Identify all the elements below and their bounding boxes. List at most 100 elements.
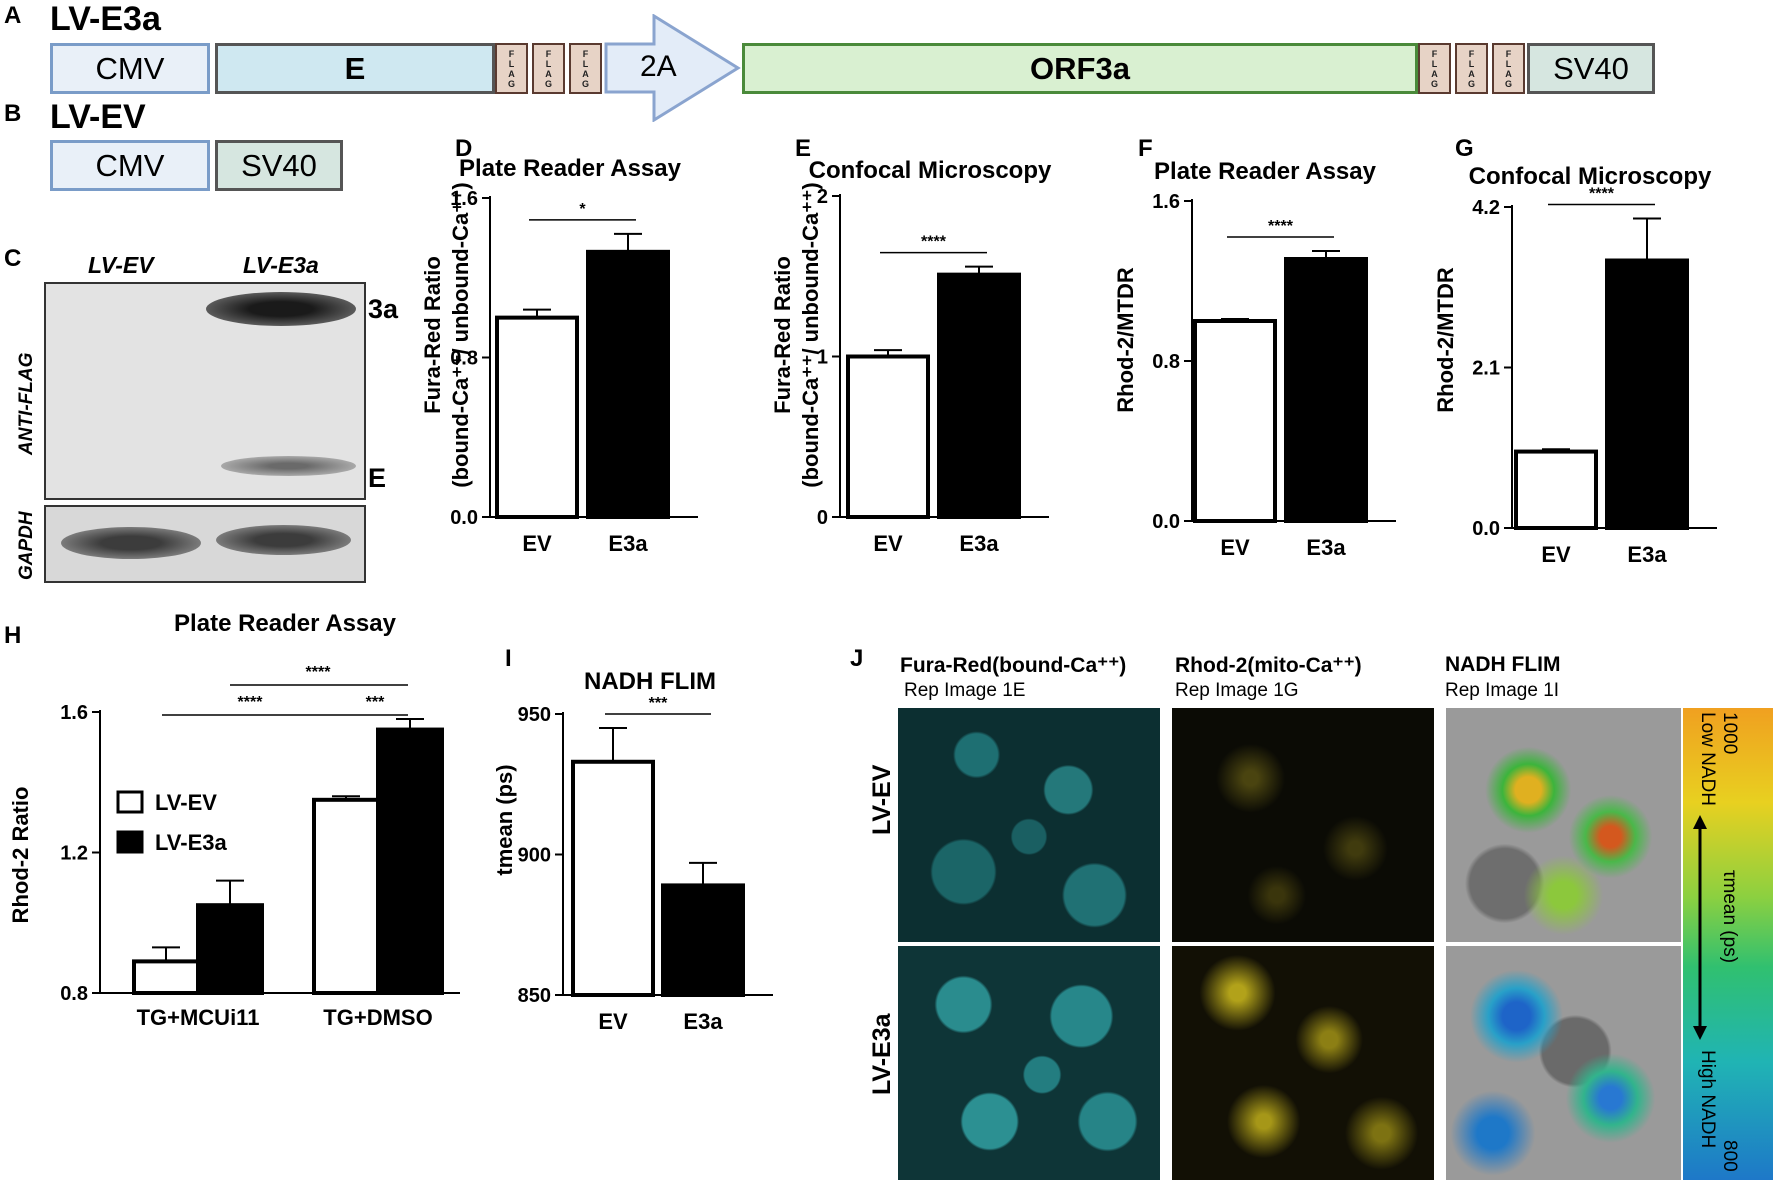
row-label-lv-ev: LV-EV bbox=[868, 764, 896, 835]
y-axis-sublabel: (bound-Ca⁺⁺/ unbound-Ca⁺⁺) bbox=[798, 182, 823, 488]
x-category-label: EV bbox=[1541, 542, 1571, 567]
y-tick-label: 0.0 bbox=[450, 507, 478, 529]
y-tick-label: 0.0 bbox=[1472, 518, 1500, 540]
bar bbox=[846, 354, 930, 519]
chart-title: Confocal Microscopy bbox=[809, 157, 1052, 184]
y-axis-label: Rhod-2/MTDR bbox=[1433, 267, 1458, 413]
gapdh-band-ev bbox=[61, 527, 201, 559]
flim-color-scale bbox=[1683, 708, 1773, 1180]
cmv-promoter-box-ev: CMV bbox=[50, 140, 210, 191]
bar bbox=[1284, 257, 1368, 523]
x-category-label: E3a bbox=[1627, 542, 1667, 567]
gapdh-blot bbox=[44, 505, 366, 583]
construct-title-lv-ev: LV-EV bbox=[50, 98, 146, 136]
bar bbox=[571, 759, 655, 997]
2a-arrow-shape bbox=[604, 14, 741, 122]
lane-label-ev: LV-EV bbox=[88, 252, 154, 278]
y-axis-label-group: Fura-Red Ratio (bound-Ca⁺⁺/ unbound-Ca⁺⁺) bbox=[420, 182, 473, 488]
panel-letter-b: B bbox=[4, 100, 22, 127]
lane-label-e3a: LV-E3a bbox=[243, 252, 319, 278]
image-fura-e3a bbox=[898, 946, 1160, 1180]
significance-label: *** bbox=[649, 695, 668, 712]
significance-label: **** bbox=[1589, 185, 1615, 202]
bar bbox=[937, 272, 1021, 519]
panel-letter-a: A bbox=[4, 2, 22, 29]
x-category-label: E3a bbox=[1306, 535, 1346, 560]
e-gene-box: E bbox=[215, 43, 495, 94]
gapdh-label: GAPDH bbox=[16, 511, 37, 580]
band-label-3a: 3a bbox=[368, 294, 399, 324]
col-sub-flim: Rep Image 1I bbox=[1445, 680, 1560, 701]
legend-swatch bbox=[116, 790, 144, 814]
col-sub-fura: Rep Image 1E bbox=[904, 680, 1026, 701]
y-tick-label: 0.0 bbox=[1152, 511, 1180, 533]
legend-label: LV-EV bbox=[155, 790, 217, 815]
construct-title-lv-e3a: LV-E3a bbox=[50, 0, 161, 38]
bar bbox=[132, 959, 200, 996]
panel-letter-e: E bbox=[795, 135, 812, 162]
bar bbox=[661, 883, 745, 997]
x-category-label: TG+MCUi11 bbox=[137, 1005, 260, 1030]
panel-letter-h: H bbox=[4, 622, 22, 649]
x-category-label: EV bbox=[598, 1009, 628, 1034]
scale-low-label: Low NADH bbox=[1697, 712, 1718, 806]
col-sub-rhod: Rep Image 1G bbox=[1175, 680, 1299, 701]
significance-label: **** bbox=[306, 664, 332, 681]
y-tick-label: 900 bbox=[518, 845, 551, 867]
significance-label: *** bbox=[366, 694, 385, 711]
y-tick-label: 2.1 bbox=[1472, 358, 1500, 380]
image-flim-e3a bbox=[1446, 946, 1681, 1180]
scale-double-arrow-icon bbox=[1693, 815, 1707, 1040]
legend-swatch bbox=[116, 830, 144, 854]
image-rhod-ev bbox=[1172, 708, 1434, 942]
bar bbox=[312, 797, 380, 995]
y-axis-label: Fura-Red Ratio bbox=[770, 256, 795, 414]
panel-letter-c: C bbox=[4, 245, 22, 272]
anti-flag-label: ANTI-FLAG bbox=[16, 352, 37, 455]
panel-letter-j: J bbox=[850, 645, 864, 672]
band-3a bbox=[206, 292, 356, 326]
scale-high-label: High NADH bbox=[1697, 1050, 1718, 1149]
col-head-fura: Fura-Red(bound-Ca⁺⁺) bbox=[900, 654, 1127, 677]
sv40-box-ev: SV40 bbox=[215, 140, 343, 191]
y-tick-label: 0.8 bbox=[60, 983, 88, 1005]
y-tick-label: 0.8 bbox=[1152, 351, 1180, 373]
x-category-label: E3a bbox=[683, 1009, 723, 1034]
scale-top-value: 1000 bbox=[1719, 712, 1740, 755]
panel-letter-g: G bbox=[1455, 135, 1474, 162]
y-tick-label: 4.2 bbox=[1472, 197, 1500, 219]
col-head-rhod: Rhod-2(mito-Ca⁺⁺) bbox=[1175, 654, 1362, 677]
chart-h: Plate Reader Assay Rhod-2 Ratio 0.8 1.2 1.6 T… bbox=[8, 610, 460, 1030]
scale-bottom-value: 800 bbox=[1719, 1140, 1740, 1172]
bar bbox=[586, 249, 670, 520]
y-tick-label: 850 bbox=[518, 985, 551, 1007]
chart-g: Confocal Microscopy Rhod-2/MTDR 0.0 2.1 4.2 E… bbox=[1433, 163, 1717, 567]
y-axis-label-group: Fura-Red Ratio (bound-Ca⁺⁺/ unbound-Ca⁺⁺) bbox=[770, 182, 823, 488]
y-axis-sublabel: (bound-Ca⁺⁺/ unbound-Ca⁺⁺) bbox=[448, 182, 473, 488]
significance-label: **** bbox=[921, 234, 947, 251]
gapdh-band-e3a bbox=[216, 525, 351, 555]
y-axis-label: Fura-Red Ratio bbox=[420, 256, 445, 414]
y-tick-label: 1.2 bbox=[60, 843, 88, 865]
y-tick-label: 1.6 bbox=[450, 188, 478, 210]
bar bbox=[495, 315, 579, 519]
bar bbox=[1193, 319, 1277, 523]
bar bbox=[1514, 449, 1598, 531]
band-e bbox=[221, 456, 356, 476]
bar bbox=[376, 727, 444, 995]
y-axis-label-group: Rhod-2/MTDR bbox=[1113, 267, 1138, 413]
chart-title: NADH FLIM bbox=[584, 668, 716, 695]
cmv-promoter-box: CMV bbox=[50, 43, 210, 94]
chart-title: Plate Reader Assay bbox=[174, 610, 397, 637]
y-axis-label: Rhod-2 Ratio bbox=[8, 787, 33, 924]
x-category-label: EV bbox=[873, 531, 903, 556]
legend-label: LV-E3a bbox=[155, 830, 228, 855]
significance-label: * bbox=[579, 201, 586, 218]
sv40-box: SV40 bbox=[1527, 43, 1655, 94]
x-category-label: EV bbox=[1220, 535, 1250, 560]
